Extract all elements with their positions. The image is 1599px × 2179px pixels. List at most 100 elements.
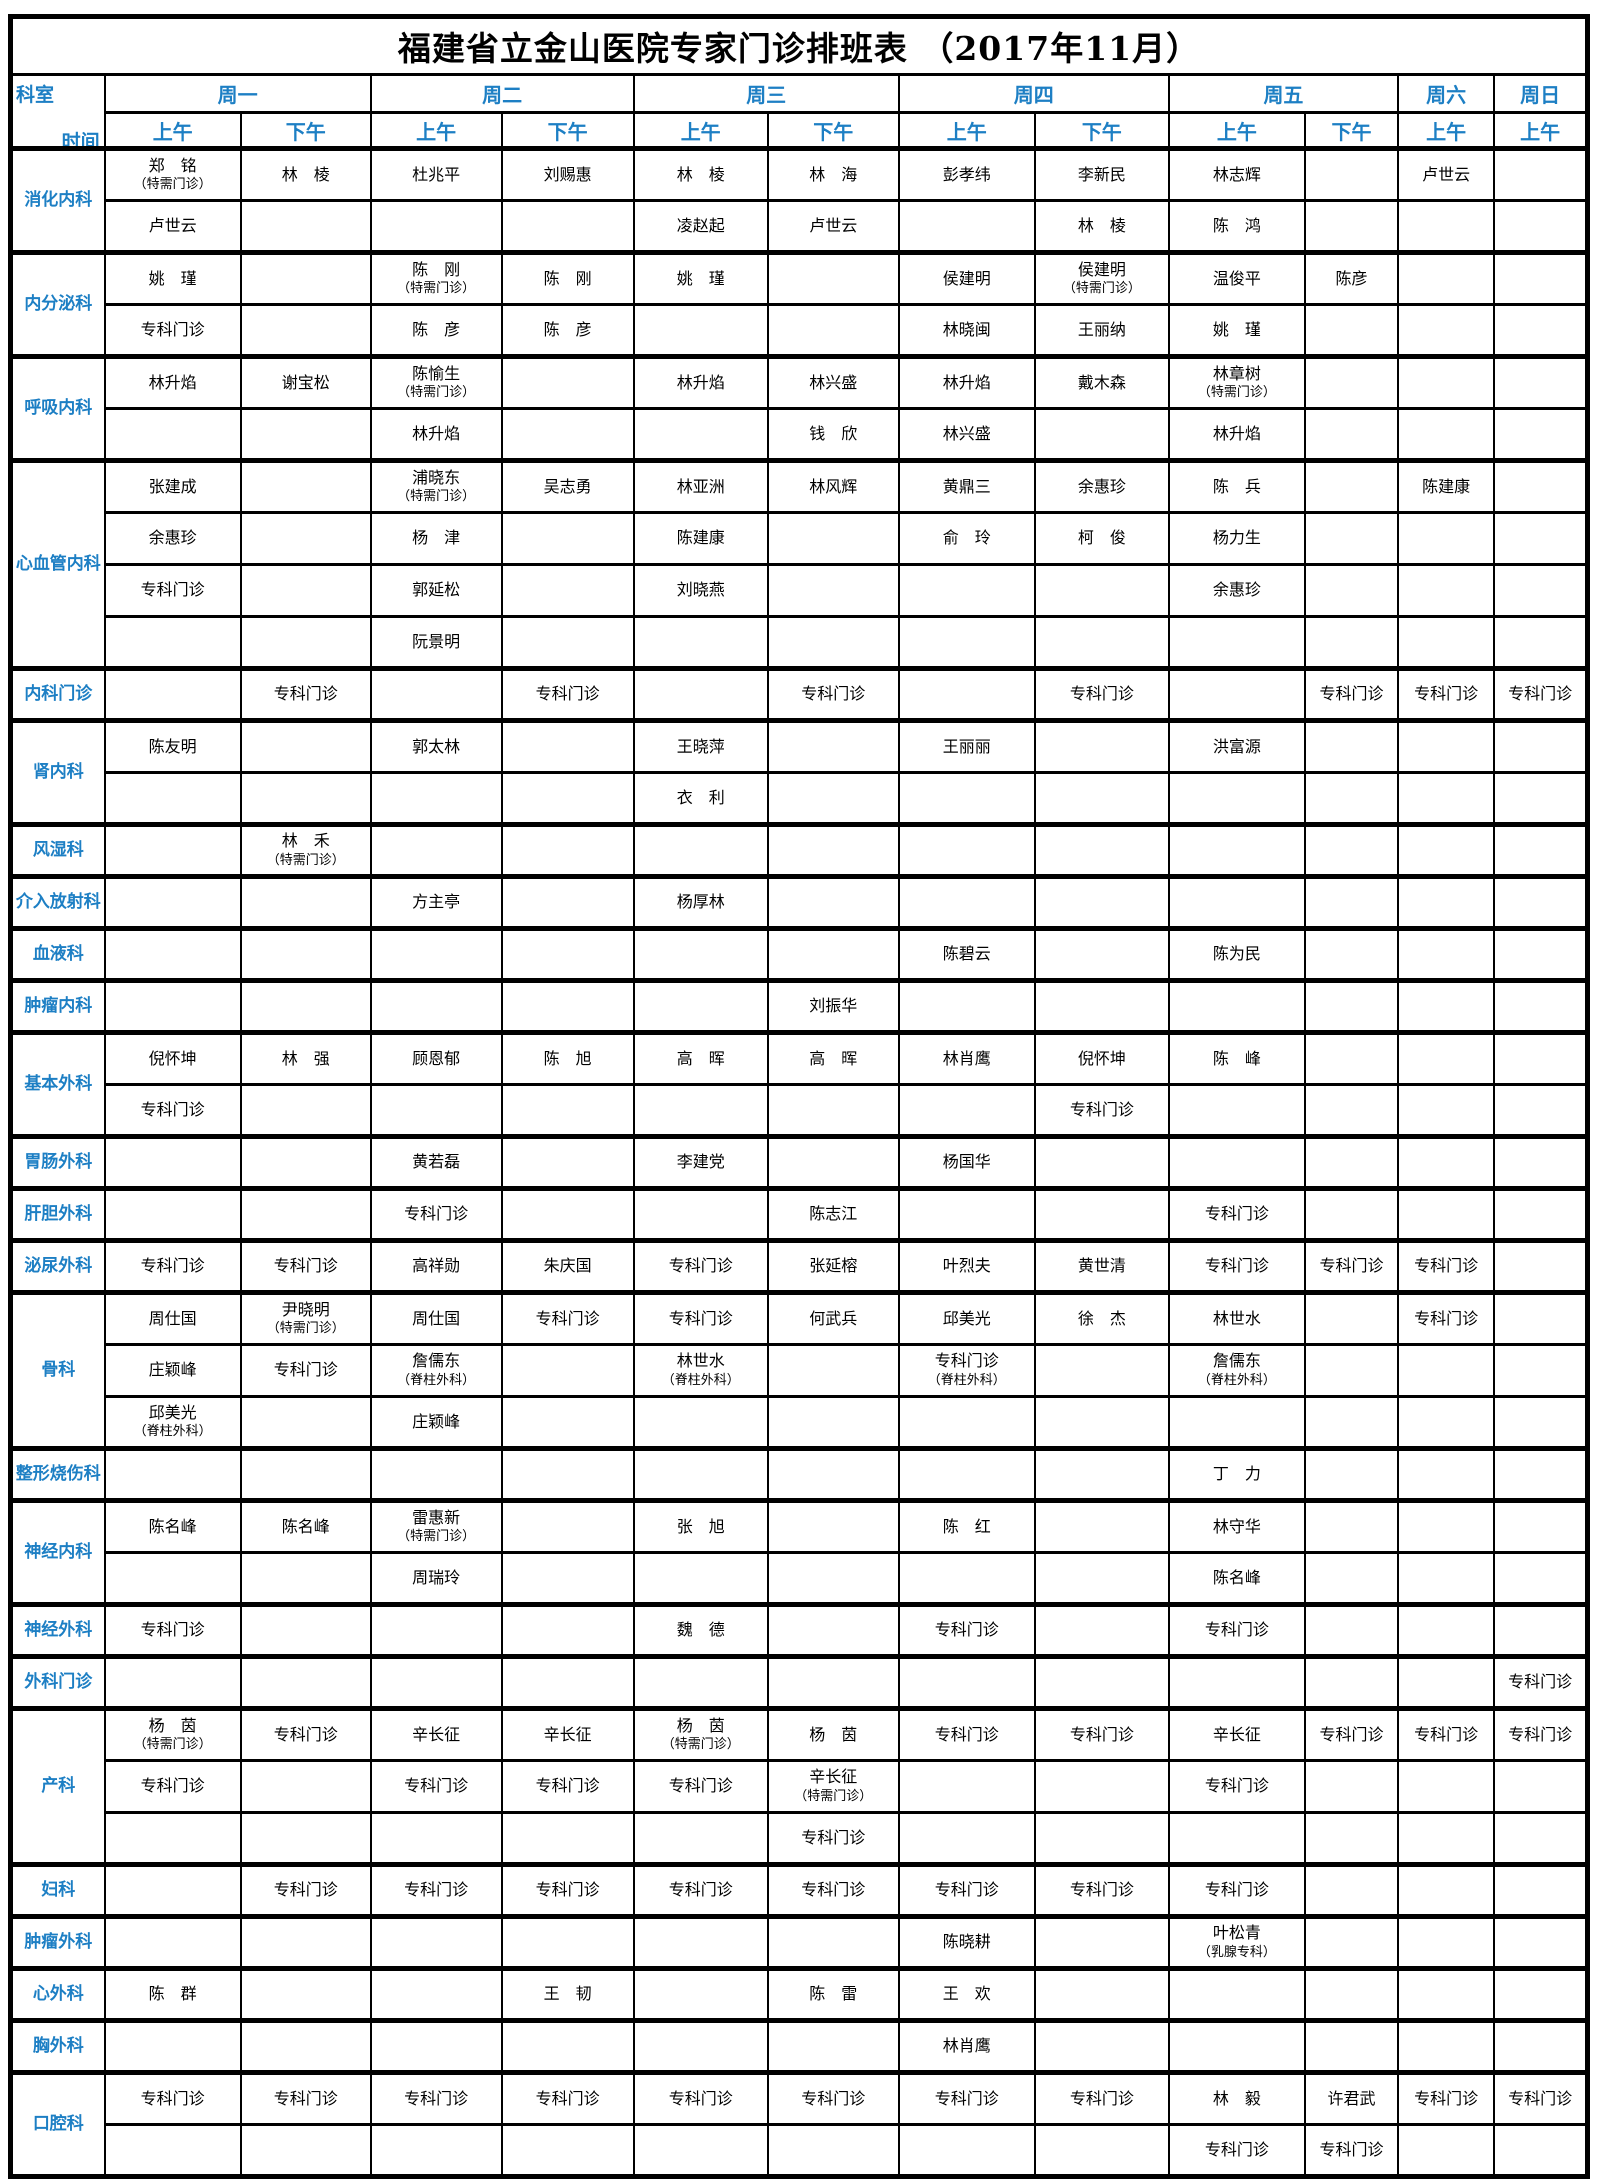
doctor-name: 张 旭 (676, 1516, 725, 1536)
schedule-cell: 林风辉 (766, 458, 900, 514)
schedule-cell (369, 666, 503, 722)
schedule-cell (897, 771, 1036, 826)
table-row: 余惠珍 杨 津 陈建康 俞 玲 柯 俊 杨力生 (11, 511, 1589, 566)
doctor-name: 邱美光 (942, 1308, 991, 1328)
schedule-cell (897, 563, 1036, 618)
schedule-cell: 林 毅 (1167, 2070, 1306, 2126)
schedule-cell (369, 926, 503, 982)
schedule-cell (239, 926, 372, 982)
schedule-cell (1033, 1602, 1170, 1658)
department-label: 血液科 (9, 926, 106, 982)
schedule-cell: 尹晓明 （特需门诊） (239, 1290, 372, 1346)
session-header: 下午 (766, 111, 900, 151)
schedule-cell (239, 978, 372, 1034)
doctor-name: 叶松青 (1212, 1923, 1261, 1943)
table-row: 呼吸内科 林升焰 谢宝松 陈愉生 （特需门诊） 林升焰 林兴盛 林升焰 戴木森 林章树 （特需门诊） (9, 354, 1589, 462)
schedule-cell: 林肖鹰 (897, 2018, 1036, 2074)
schedule-cell: 专科门诊 (1397, 1290, 1496, 1346)
schedule-cell (239, 2123, 372, 2178)
schedule-cell (1397, 2123, 1496, 2178)
schedule-cell (632, 926, 769, 982)
doctor-name: 陈名峰 (281, 1516, 330, 1536)
department-label: 整形烧伤科 (9, 1446, 106, 1502)
schedule-cell: 陈为民 (1167, 926, 1306, 982)
schedule-cell: 专科门诊 (103, 563, 242, 618)
schedule-cell: 刘赐惠 (500, 146, 635, 202)
schedule-cell: 专科门诊 (103, 1602, 242, 1658)
schedule-cell: 林守华 (1167, 1498, 1306, 1554)
doctor-name: 专科门诊 (140, 1256, 205, 1276)
schedule-cell: 黄鼎三 (897, 458, 1036, 514)
schedule-cell (1397, 822, 1496, 878)
doctor-name: 专科门诊 (668, 1256, 733, 1276)
schedule-cell (1303, 978, 1400, 1034)
doctor-name: 专科门诊 (1204, 2139, 1269, 2159)
schedule-cell (1033, 1186, 1170, 1242)
doctor-name: 郭延松 (412, 580, 461, 600)
doctor-name: 戴木森 (1077, 372, 1126, 392)
schedule-cell: 雷惠新 （特需门诊） (369, 1498, 503, 1554)
schedule-cell (1167, 1134, 1306, 1190)
doctor-name: 专科门诊 (273, 1880, 338, 1900)
schedule-cell (1303, 718, 1400, 774)
department-label: 内科门诊 (9, 666, 106, 722)
schedule-cell: 专科门诊 (1167, 2123, 1306, 2178)
doctor-name: 专科门诊 (934, 1620, 999, 1640)
doctor-name: 专科门诊 (535, 1308, 600, 1328)
schedule-cell (1167, 666, 1306, 722)
schedule-cell (1397, 303, 1496, 358)
doctor-name: 专科门诊 (1204, 1620, 1269, 1640)
schedule-cell (1493, 1811, 1589, 1866)
doctor-name: 专科门诊 (273, 1360, 338, 1380)
schedule-cell: 陈碧云 (897, 926, 1036, 982)
doctor-name: 林兴盛 (809, 372, 858, 392)
schedule-cell: 黄世清 (1033, 1238, 1170, 1294)
schedule-cell (103, 1914, 242, 1970)
doctor-name: 詹儒东 (1212, 1351, 1261, 1371)
doctor-name: 陈建康 (676, 528, 725, 548)
schedule-cell (239, 1186, 372, 1242)
doctor-name: 陈碧云 (942, 944, 991, 964)
schedule-cell (1493, 146, 1589, 202)
doctor-name: 专科门诊 (801, 1880, 866, 1900)
schedule-cell (766, 511, 900, 566)
doctor-name: 卢世云 (809, 215, 858, 235)
clinic-note: （脊柱外科） (661, 1372, 740, 1388)
doctor-name: 陈建康 (1422, 476, 1471, 496)
schedule-cell (1493, 199, 1589, 254)
doctor-name: 周仕国 (412, 1308, 461, 1328)
schedule-cell (1033, 615, 1170, 670)
schedule-cell (1033, 1343, 1170, 1398)
doctor-name: 专科门诊 (934, 1880, 999, 1900)
schedule-cell: 余惠珍 (103, 511, 242, 566)
schedule-cell (1493, 1290, 1589, 1346)
clinic-note: （特需门诊） (133, 177, 212, 193)
schedule-cell (766, 1395, 900, 1450)
schedule-cell (1493, 1030, 1589, 1086)
schedule-cell: 詹儒东 （脊柱外科） (369, 1343, 503, 1398)
schedule-cell (897, 1083, 1036, 1138)
schedule-cell: 林志辉 (1167, 146, 1306, 202)
schedule-cell (1397, 771, 1496, 826)
schedule-cell (897, 978, 1036, 1034)
schedule-cell (500, 1134, 635, 1190)
schedule-cell (1493, 1083, 1589, 1138)
clinic-note: （特需门诊） (794, 1788, 873, 1804)
doctor-name: 专科门诊 (1069, 1724, 1134, 1744)
doctor-name: 高 晖 (809, 1048, 858, 1068)
schedule-cell (239, 1654, 372, 1710)
schedule-table: 福建省立金山医院专家门诊排班表 （2017年11月） 时间 科室 周一 周二 周三 周四周… (8, 14, 1590, 2179)
schedule-cell: 专科门诊 (369, 1759, 503, 1814)
table-row: 肿瘤外科 陈晓耕 叶松青 （乳腺专科） (9, 1914, 1589, 1970)
doctor-name: 余惠珍 (1212, 580, 1261, 600)
schedule-cell (1033, 1134, 1170, 1190)
schedule-cell (500, 1083, 635, 1138)
schedule-cell: 专科门诊 (1033, 2070, 1170, 2126)
schedule-cell (632, 822, 769, 878)
schedule-cell (1397, 1654, 1496, 1710)
table-row: 口腔科 专科门诊 专科门诊 专科门诊 专科门诊 专科门诊 专科门诊 专科门诊 专科门诊林 毅许君… (9, 2070, 1589, 2178)
clinic-note: （特需门诊） (133, 1737, 212, 1753)
schedule-cell: 杨 茵 （特需门诊） (103, 1706, 242, 1762)
schedule-cell (1397, 1862, 1496, 1918)
schedule-cell: 陈友明 (103, 718, 242, 774)
